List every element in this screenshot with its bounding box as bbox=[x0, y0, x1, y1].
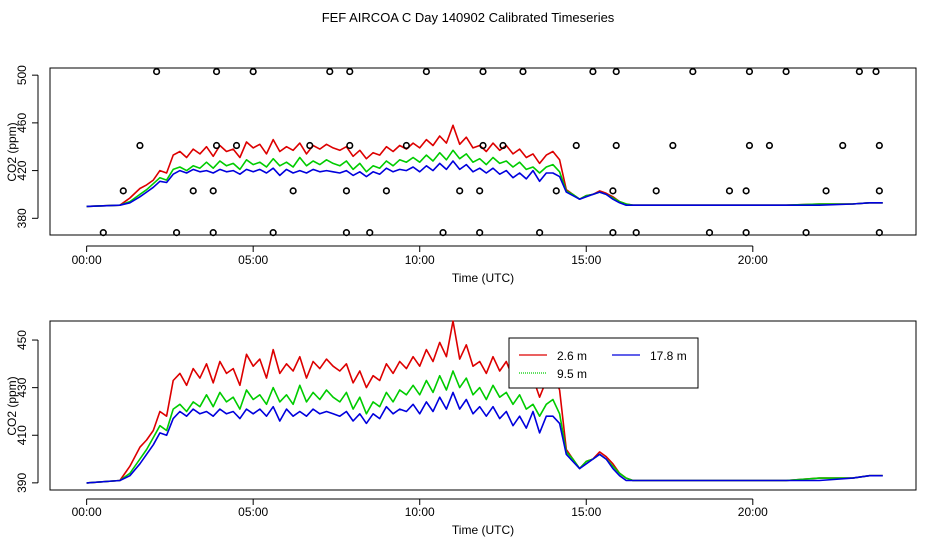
calibration-marker bbox=[456, 187, 464, 195]
series-line-s26 bbox=[86, 320, 883, 484]
calibration-marker bbox=[119, 187, 127, 195]
legend: 2.6 m 17.8 m 9.5 m bbox=[508, 337, 699, 389]
calibration-marker bbox=[745, 67, 754, 76]
calibration-marker bbox=[742, 187, 750, 195]
legend-box bbox=[508, 337, 699, 389]
calibration-marker bbox=[209, 187, 217, 195]
y-tick-label: 410 bbox=[15, 425, 29, 445]
series-line-s178 bbox=[86, 391, 883, 484]
calibration-marker bbox=[802, 229, 810, 237]
calibration-marker bbox=[609, 229, 617, 237]
calibration-marker bbox=[209, 229, 217, 237]
calibration-marker bbox=[212, 141, 221, 150]
calibration-marker bbox=[306, 141, 314, 150]
calibration-marker bbox=[212, 67, 221, 76]
calibration-marker bbox=[439, 229, 447, 237]
figure-title: FEF AIRCOA C Day 140902 Calibrated Times… bbox=[322, 10, 615, 25]
y-tick-label: 380 bbox=[15, 208, 29, 228]
calibration-marker bbox=[855, 67, 863, 76]
calibration-marker bbox=[609, 187, 617, 195]
calibration-marker bbox=[366, 229, 374, 237]
calibration-marker bbox=[632, 229, 640, 237]
calibration-marker bbox=[839, 141, 847, 150]
calibration-marker bbox=[765, 141, 774, 150]
x-tick-label: 15:00 bbox=[571, 505, 601, 519]
top-x-axis-label: Time (UTC) bbox=[452, 271, 514, 285]
calibration-marker bbox=[136, 141, 144, 150]
calibration-marker bbox=[232, 141, 241, 150]
x-tick-label: 20:00 bbox=[738, 253, 768, 267]
calibration-marker bbox=[189, 187, 197, 195]
calibration-marker bbox=[346, 67, 354, 76]
calibration-marker bbox=[476, 187, 484, 195]
y-tick-label: 430 bbox=[15, 377, 29, 397]
calibration-marker bbox=[612, 67, 620, 76]
calibration-marker bbox=[172, 229, 181, 237]
calibration-marker bbox=[875, 187, 883, 195]
bottom-y-axis-label: CO2 (ppm) bbox=[5, 376, 19, 435]
calibration-marker bbox=[872, 67, 880, 76]
bottom-plot-frame bbox=[49, 320, 917, 491]
calibration-marker bbox=[342, 187, 351, 195]
calibration-marker bbox=[742, 229, 750, 237]
calibration-marker bbox=[519, 67, 527, 76]
series-line-s95 bbox=[86, 149, 883, 208]
calibration-marker bbox=[536, 229, 544, 237]
x-tick-label: 10:00 bbox=[405, 253, 435, 267]
calibration-marker bbox=[745, 141, 754, 150]
calibration-marker bbox=[402, 141, 410, 150]
calibration-marker bbox=[669, 141, 677, 150]
x-tick-label: 20:00 bbox=[738, 505, 768, 519]
x-tick-label: 10:00 bbox=[405, 505, 435, 519]
y-tick-label: 460 bbox=[15, 113, 29, 133]
calibration-marker bbox=[589, 67, 597, 76]
series-line-s95 bbox=[86, 370, 883, 484]
calibration-marker bbox=[479, 141, 487, 150]
bottom-x-axis-label: Time (UTC) bbox=[452, 523, 514, 537]
calibration-marker bbox=[326, 67, 334, 76]
calibration-marker bbox=[382, 187, 391, 195]
legend-label-2-6m: 2.6 m bbox=[557, 349, 587, 363]
y-tick-label: 450 bbox=[15, 330, 29, 350]
series-line-s26 bbox=[86, 124, 883, 208]
calibration-marker bbox=[689, 67, 697, 76]
y-tick-label: 500 bbox=[15, 65, 29, 85]
x-tick-label: 05:00 bbox=[238, 253, 268, 267]
x-tick-label: 00:00 bbox=[72, 253, 102, 267]
series-line-s178 bbox=[86, 160, 883, 208]
x-tick-label: 15:00 bbox=[571, 253, 601, 267]
calibration-marker bbox=[422, 67, 430, 76]
calibration-marker bbox=[269, 229, 277, 237]
calibration-marker bbox=[705, 229, 714, 237]
calibration-marker bbox=[152, 67, 161, 76]
calibration-marker bbox=[249, 67, 257, 76]
calibration-marker bbox=[572, 141, 580, 150]
y-tick-label: 390 bbox=[15, 473, 29, 493]
calibration-marker bbox=[822, 187, 830, 195]
top-y-axis-label: CO2 (ppm) bbox=[5, 122, 19, 181]
x-tick-label: 05:00 bbox=[238, 505, 268, 519]
calibration-marker bbox=[342, 229, 351, 237]
calibration-marker bbox=[99, 229, 107, 237]
x-tick-label: 00:00 bbox=[72, 505, 102, 519]
calibration-marker bbox=[725, 187, 734, 195]
legend-label-9-5m: 9.5 m bbox=[557, 367, 587, 381]
calibration-marker bbox=[875, 229, 883, 237]
legend-label-17-8m: 17.8 m bbox=[650, 349, 687, 363]
calibration-marker bbox=[479, 67, 487, 76]
calibration-marker bbox=[652, 187, 660, 195]
bottom-panel: 00:00 05:00 10:00 15:00 20:00 390 410 430 450 Ti… bbox=[5, 320, 917, 537]
calibration-marker bbox=[782, 67, 790, 76]
calibration-marker bbox=[346, 141, 354, 150]
calibration-marker bbox=[476, 229, 484, 237]
calibration-marker bbox=[875, 141, 883, 150]
y-tick-label: 420 bbox=[15, 160, 29, 180]
calibration-marker bbox=[289, 187, 297, 195]
top-panel: 00:00 05:00 10:00 15:00 20:00 380 420 460 500 Ti… bbox=[5, 65, 917, 285]
calibration-marker bbox=[552, 187, 560, 195]
calibration-marker bbox=[499, 141, 507, 150]
calibration-marker bbox=[612, 141, 620, 150]
